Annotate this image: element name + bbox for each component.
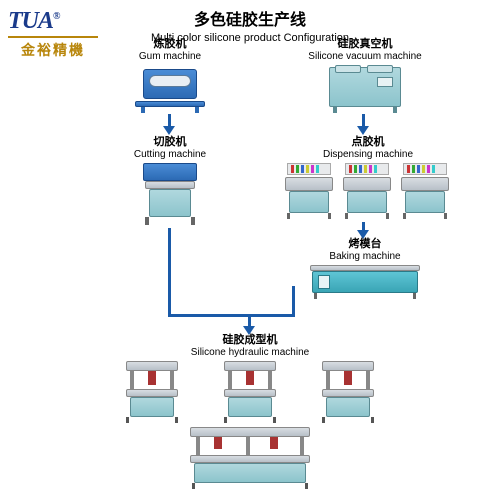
baking-label-en: Baking machine: [290, 251, 440, 262]
vacuum-label-en: Silicone vacuum machine: [290, 51, 440, 62]
node-vacuum: 硅胶真空机 Silicone vacuum machine: [290, 38, 440, 115]
hydraulic-label-en: Silicone hydraulic machine: [90, 347, 410, 358]
hydraulic-machine-icon: [100, 361, 400, 491]
title-cn: 多色硅胶生产线: [0, 6, 500, 30]
arrowhead: [163, 126, 175, 135]
node-cutting: 切胶机 Cutting machine: [110, 136, 230, 225]
node-hydraulic: 硅胶成型机 Silicone hydraulic machine: [90, 334, 410, 491]
node-dispense: 点胶机 Dispensing machine: [268, 136, 468, 219]
arrowhead: [357, 126, 369, 135]
dispense-label-cn: 点胶机: [268, 136, 468, 149]
cutting-machine-icon: [139, 163, 201, 225]
node-baking: 烤模台 Baking machine: [290, 238, 440, 301]
arrow: [292, 286, 295, 314]
cutting-label-cn: 切胶机: [110, 136, 230, 149]
vacuum-machine-icon: [329, 65, 401, 115]
hydraulic-label-cn: 硅胶成型机: [90, 334, 410, 347]
baking-label-cn: 烤模台: [290, 238, 440, 251]
vacuum-label-cn: 硅胶真空机: [290, 38, 440, 51]
arrow: [168, 228, 171, 314]
node-gum: 炼胶机 Gum machine: [110, 38, 230, 113]
gum-label-en: Gum machine: [110, 51, 230, 62]
dispense-label-en: Dispensing machine: [268, 149, 468, 160]
cutting-label-en: Cutting machine: [110, 149, 230, 160]
gum-label-cn: 炼胶机: [110, 38, 230, 51]
dispense-machine-icon: [283, 163, 453, 219]
baking-machine-icon: [310, 265, 420, 301]
gum-machine-icon: [135, 65, 205, 113]
arrow: [168, 314, 295, 317]
